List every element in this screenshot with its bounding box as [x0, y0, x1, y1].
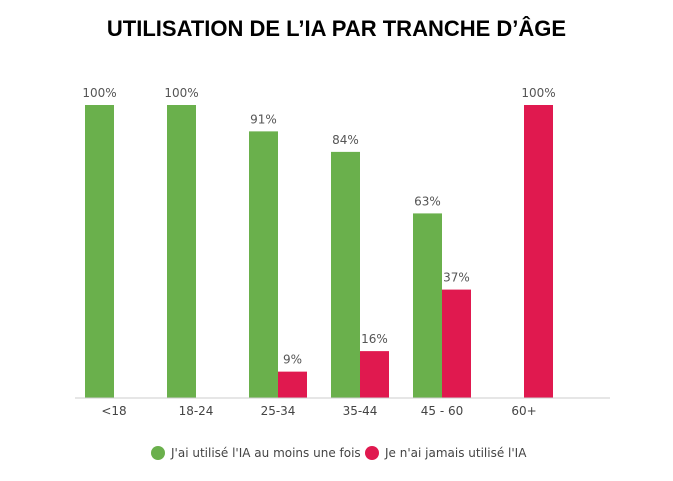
bar-never-used-2	[278, 371, 307, 398]
x-tick-label-1: 18-24	[179, 404, 214, 418]
bar-used-2	[249, 131, 278, 398]
data-label-never-used-4: 37%	[443, 271, 470, 285]
x-tick-label-3: 35-44	[343, 404, 378, 418]
bars-group	[85, 105, 553, 398]
data-label-used-2: 91%	[250, 112, 277, 126]
bar-used-0	[85, 105, 114, 398]
bar-never-used-3	[360, 351, 389, 398]
x-tick-labels-group: <18 18-24 25-34 35-44 45 - 60 60+	[101, 404, 536, 418]
data-label-used-4: 63%	[414, 194, 441, 208]
value-labels-group: 100% 100% 91% 9% 84% 16% 63% 37% 100%	[82, 86, 555, 367]
legend-swatch-0	[151, 446, 165, 460]
legend-label-1: Je n'ai jamais utilisé l'IA	[384, 446, 527, 460]
chart-title: UTILISATION DE L’IA PAR TRANCHE D’ÂGE	[106, 16, 567, 41]
legend-swatch-1	[365, 446, 379, 460]
bar-never-used-5	[524, 105, 553, 398]
legend-label-0: J'ai utilisé l'IA au moins une fois	[170, 446, 361, 460]
data-label-never-used-3: 16%	[361, 332, 388, 346]
data-label-never-used-5: 100%	[521, 86, 555, 100]
x-tick-label-2: 25-34	[261, 404, 296, 418]
x-tick-label-4: 45 - 60	[421, 404, 464, 418]
data-label-used-3: 84%	[332, 133, 359, 147]
legend: J'ai utilisé l'IA au moins une fois Je n'…	[151, 446, 527, 460]
data-label-used-1: 100%	[164, 86, 198, 100]
data-label-never-used-2: 9%	[283, 353, 302, 367]
bar-used-1	[167, 105, 196, 398]
bar-used-3	[331, 151, 360, 398]
x-tick-label-5: 60+	[511, 404, 536, 418]
bar-used-4	[413, 213, 442, 398]
data-label-used-0: 100%	[82, 86, 116, 100]
x-tick-label-0: <18	[101, 404, 126, 418]
bar-never-used-4	[442, 289, 471, 398]
